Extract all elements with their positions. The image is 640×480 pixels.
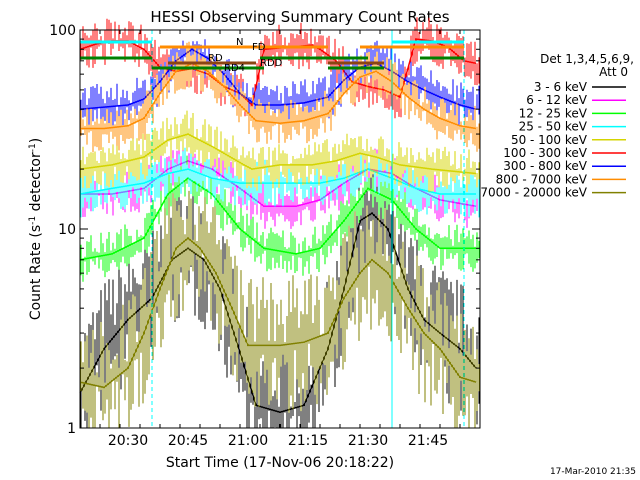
flag-rd: RD xyxy=(80,53,464,64)
legend-item-7: 800 - 7000 keV xyxy=(496,172,626,186)
legend-label: 6 - 12 keV xyxy=(526,93,588,107)
x-tick-label: 21:00 xyxy=(228,433,268,449)
legend-item-1: 6 - 12 keV xyxy=(526,93,626,107)
legend-label: 100 - 300 keV xyxy=(503,146,587,160)
flag-layer: N FD RD RDD RD4 xyxy=(80,37,464,74)
series-noise xyxy=(80,190,480,428)
x-tick-label: 20:45 xyxy=(168,433,208,449)
legend-item-5: 100 - 300 keV xyxy=(503,146,626,160)
chart-title: HESSI Observing Summary Count Rates xyxy=(150,8,449,26)
series-line xyxy=(79,177,476,261)
plot-frame xyxy=(79,29,481,429)
y-tick-label: 100 xyxy=(49,23,76,39)
x-tick-label: 21:45 xyxy=(408,433,448,449)
flag-rdd: RDD xyxy=(168,58,384,69)
legend-label: 50 - 100 keV xyxy=(511,133,588,147)
series-8 xyxy=(79,190,480,428)
flag-label: FD xyxy=(252,42,266,53)
legend-label: 12 - 25 keV xyxy=(519,106,588,120)
series-line xyxy=(79,212,477,413)
legend-label: 25 - 50 keV xyxy=(519,120,588,134)
legend-item-4: 50 - 100 keV xyxy=(511,133,626,147)
legend-title-2: Att 0 xyxy=(599,65,628,79)
x-tick-label: 21:30 xyxy=(348,433,388,449)
x-axis-label: Start Time (17-Nov-06 20:18:22) xyxy=(166,455,394,471)
x-tick-label: 21:15 xyxy=(288,433,328,449)
flag-rd4: RD4 xyxy=(152,63,384,74)
series-line xyxy=(79,133,477,175)
series-noise xyxy=(80,41,480,153)
footer-timestamp: 17-Mar-2010 21:35 xyxy=(550,467,636,477)
y-tick-label: 10 xyxy=(58,222,76,238)
flag-n: N xyxy=(80,37,464,48)
series-7 xyxy=(80,41,480,153)
x-axis-ticks: 20:30 20:45 21:00 21:15 21:30 21:45 xyxy=(79,30,481,449)
legend-label: 800 - 7000 keV xyxy=(496,172,588,186)
series-4 xyxy=(79,110,480,192)
legend-label: 7000 - 20000 keV xyxy=(480,186,587,200)
legend-item-8: 7000 - 20000 keV xyxy=(480,186,626,200)
marker-layer xyxy=(79,30,465,428)
flag-label: N xyxy=(236,37,243,48)
legend-item-3: 25 - 50 keV xyxy=(519,120,626,134)
y-axis-ticks: 1 10 100 xyxy=(49,23,480,437)
legend-title-1: Det 1,3,4,5,6,9, xyxy=(540,52,634,66)
series-layer xyxy=(79,17,480,428)
flag-label: RDD xyxy=(260,58,283,69)
legend-item-0: 3 - 6 keV xyxy=(534,80,626,94)
legend-item-6: 300 - 800 keV xyxy=(503,159,626,173)
legend-label: 3 - 6 keV xyxy=(534,80,588,94)
y-axis-label: Count Rate (s-1 detector-1) xyxy=(28,138,44,320)
legend-item-2: 12 - 25 keV xyxy=(519,106,626,120)
x-tick-label: 20:30 xyxy=(108,433,148,449)
legend-label: 300 - 800 keV xyxy=(503,159,587,173)
flag-label: RD xyxy=(208,53,223,64)
flag-fd: FD xyxy=(160,42,464,53)
flag-label: RD4 xyxy=(224,63,245,74)
series-line xyxy=(79,168,476,195)
y-tick-label: 1 xyxy=(67,421,76,437)
